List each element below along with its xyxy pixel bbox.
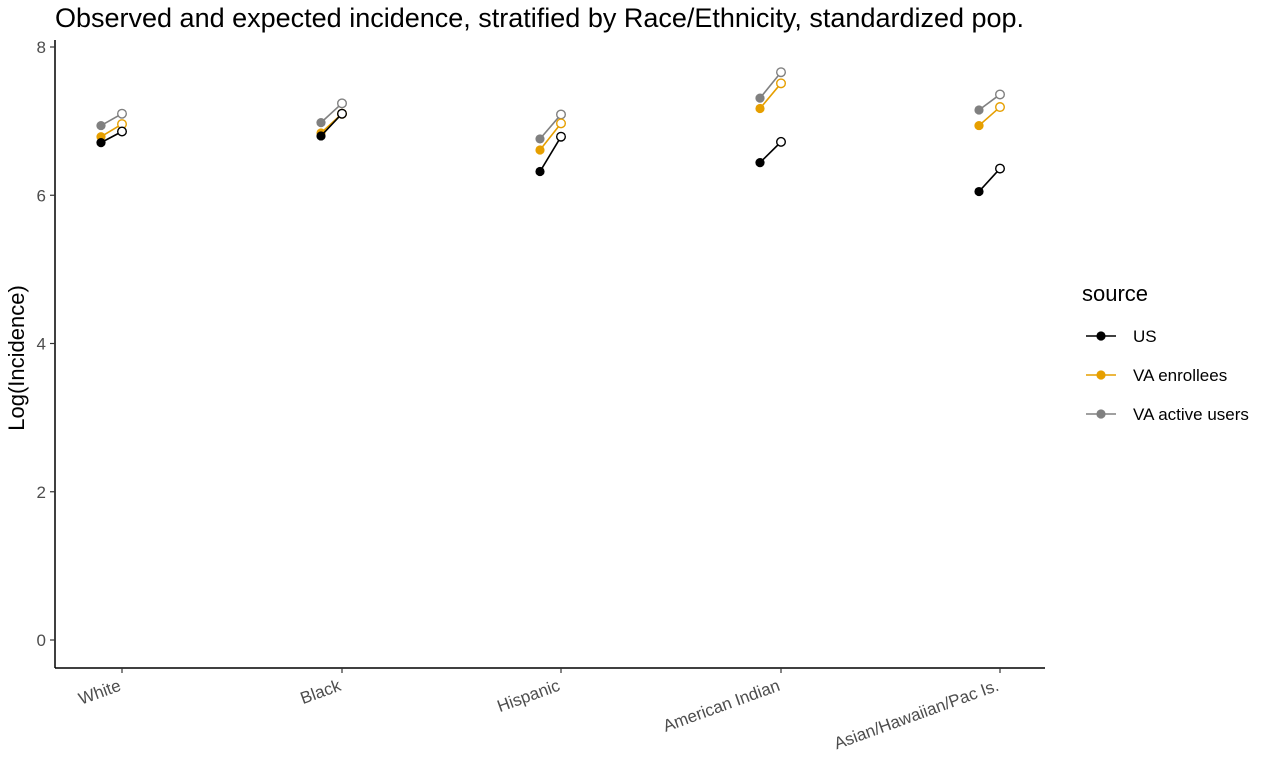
legend-item: US bbox=[1086, 327, 1157, 346]
y-tick-label: 4 bbox=[37, 335, 46, 354]
observed-point bbox=[755, 103, 765, 114]
expected-point bbox=[995, 89, 1006, 100]
expected-point bbox=[995, 102, 1006, 113]
legend-title: source bbox=[1082, 281, 1148, 306]
expected-point bbox=[776, 136, 787, 147]
chart-title: Observed and expected incidence, stratif… bbox=[55, 3, 1024, 33]
series-va-active-users bbox=[96, 67, 1006, 144]
legend-item: VA active users bbox=[1086, 405, 1249, 424]
expected-point bbox=[337, 108, 348, 119]
connector-line bbox=[759, 71, 782, 99]
legend-label: US bbox=[1133, 327, 1157, 346]
expected-point bbox=[116, 126, 127, 137]
legend-key-point bbox=[1096, 331, 1106, 341]
plot-area bbox=[96, 67, 1006, 197]
legend-key-point bbox=[1096, 370, 1106, 380]
observed-point bbox=[974, 105, 984, 115]
expected-point bbox=[337, 98, 348, 109]
observed-point bbox=[535, 134, 545, 144]
expected-point bbox=[995, 163, 1006, 174]
observed-point bbox=[974, 186, 984, 197]
connector-line bbox=[978, 168, 1001, 193]
y-tick-label: 2 bbox=[37, 483, 46, 502]
x-tick-label: Asian/Hawaiian/Pac Is. bbox=[831, 676, 1001, 753]
y-tick-label: 8 bbox=[37, 38, 46, 57]
observed-point bbox=[535, 145, 545, 155]
expected-point bbox=[116, 108, 127, 119]
expected-point bbox=[776, 78, 787, 89]
expected-point bbox=[776, 67, 787, 78]
observed-point bbox=[316, 118, 326, 128]
x-axis: White Black Hispanic American Indian Asian/H… bbox=[55, 667, 1045, 753]
connector-line bbox=[320, 113, 343, 137]
legend-key-point bbox=[1096, 409, 1106, 419]
x-tick-label: White bbox=[76, 676, 123, 709]
y-axis-title: Log(Incidence) bbox=[4, 285, 29, 431]
connector-line bbox=[539, 113, 562, 140]
expected-point bbox=[556, 109, 567, 120]
observed-point bbox=[974, 120, 984, 131]
expected-point bbox=[556, 131, 567, 142]
connector-line bbox=[759, 82, 782, 110]
x-tick-label: American Indian bbox=[660, 676, 782, 736]
x-tick-label: Black bbox=[298, 676, 344, 708]
observed-point bbox=[755, 93, 765, 103]
legend: source US VA enrollees VA active users bbox=[1082, 281, 1249, 424]
connector-line bbox=[539, 122, 562, 151]
y-tick-label: 0 bbox=[37, 631, 46, 650]
x-tick-label: Hispanic bbox=[495, 676, 563, 716]
legend-item: VA enrollees bbox=[1086, 366, 1227, 385]
series-us bbox=[96, 108, 1006, 197]
legend-label: VA active users bbox=[1133, 405, 1249, 424]
connector-line bbox=[539, 136, 562, 172]
observed-point bbox=[755, 158, 765, 168]
legend-label: VA enrollees bbox=[1133, 366, 1227, 385]
y-tick-label: 6 bbox=[37, 186, 46, 205]
expected-point bbox=[556, 118, 567, 129]
observed-point bbox=[316, 131, 326, 141]
observed-point bbox=[535, 166, 545, 177]
series-va-enrollees bbox=[96, 78, 1006, 155]
observed-point bbox=[96, 138, 106, 148]
observed-point bbox=[96, 120, 106, 131]
y-axis: 0 2 4 6 8 bbox=[37, 38, 56, 668]
